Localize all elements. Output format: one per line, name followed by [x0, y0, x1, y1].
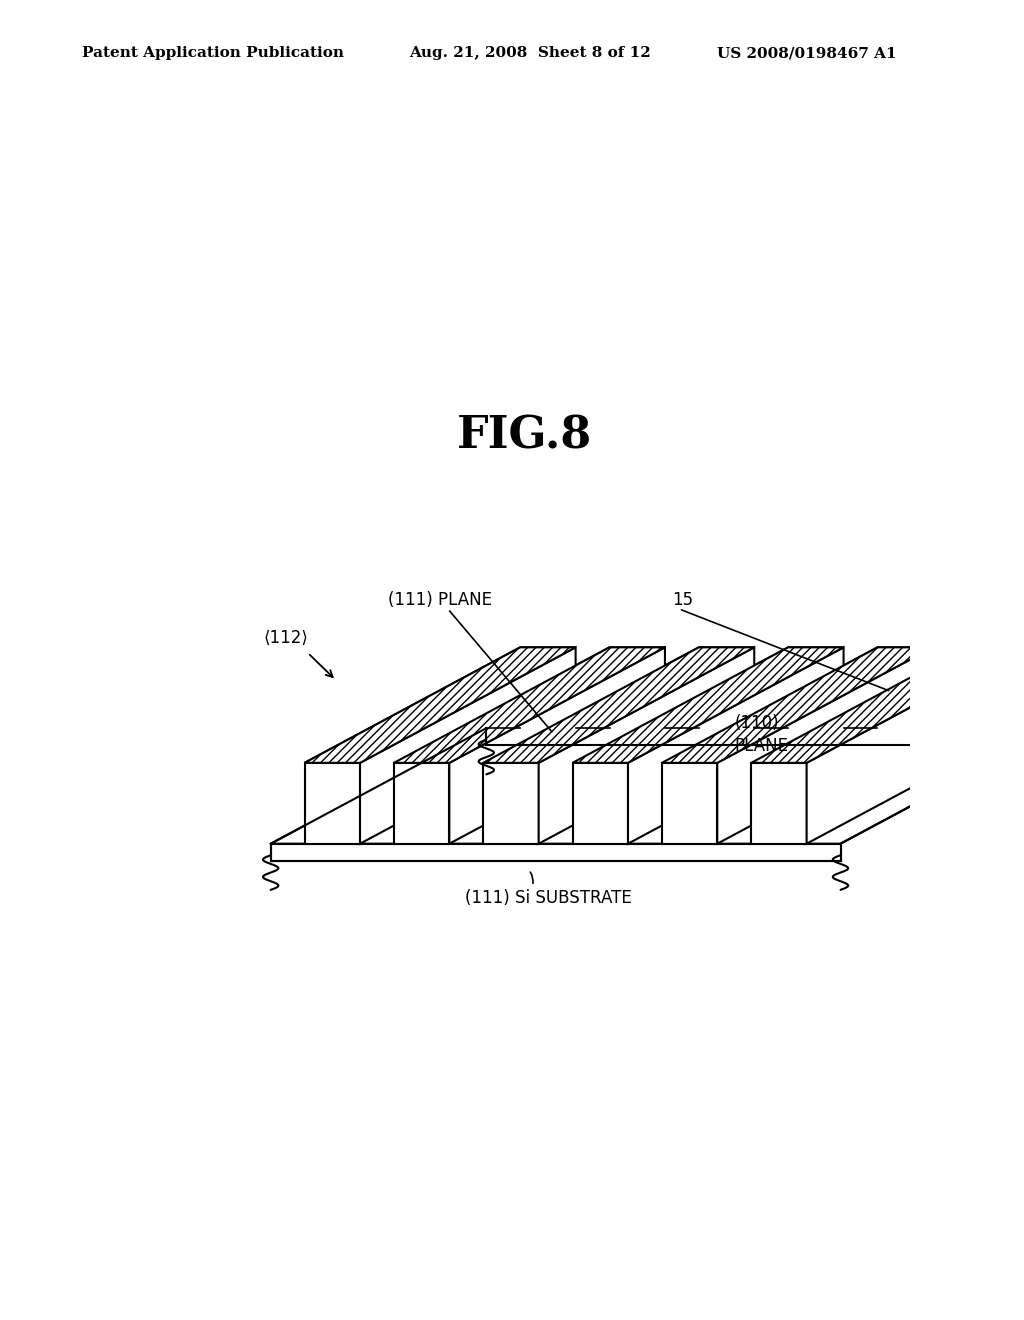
Text: ⟨112⟩: ⟨112⟩: [263, 630, 308, 647]
Text: Patent Application Publication: Patent Application Publication: [82, 46, 344, 61]
Text: Aug. 21, 2008  Sheet 8 of 12: Aug. 21, 2008 Sheet 8 of 12: [410, 46, 651, 61]
Polygon shape: [360, 647, 575, 843]
Polygon shape: [450, 647, 665, 843]
Polygon shape: [483, 647, 755, 763]
Polygon shape: [539, 647, 755, 843]
Polygon shape: [628, 647, 844, 843]
Polygon shape: [304, 647, 575, 763]
Polygon shape: [662, 763, 717, 843]
Polygon shape: [572, 763, 628, 843]
Polygon shape: [717, 647, 933, 843]
Polygon shape: [662, 647, 933, 763]
Polygon shape: [394, 763, 450, 843]
Text: (111) PLANE: (111) PLANE: [388, 591, 493, 609]
Polygon shape: [572, 647, 844, 763]
Text: (110)
PLANE: (110) PLANE: [734, 714, 788, 755]
Polygon shape: [752, 647, 1022, 763]
Text: (111) Si SUBSTRATE: (111) Si SUBSTRATE: [465, 888, 631, 907]
Text: FIG.8: FIG.8: [457, 414, 593, 457]
Polygon shape: [752, 647, 1022, 763]
Polygon shape: [662, 647, 933, 763]
Polygon shape: [270, 843, 841, 861]
Polygon shape: [394, 647, 665, 763]
Polygon shape: [572, 647, 844, 763]
Polygon shape: [304, 647, 575, 763]
Polygon shape: [483, 647, 755, 763]
Polygon shape: [304, 763, 360, 843]
Polygon shape: [807, 647, 1022, 843]
Polygon shape: [270, 729, 1024, 843]
Polygon shape: [486, 729, 1024, 744]
Text: US 2008/0198467 A1: US 2008/0198467 A1: [717, 46, 896, 61]
Polygon shape: [483, 763, 539, 843]
Text: 15: 15: [672, 591, 693, 609]
Polygon shape: [394, 647, 665, 763]
Polygon shape: [752, 763, 807, 843]
